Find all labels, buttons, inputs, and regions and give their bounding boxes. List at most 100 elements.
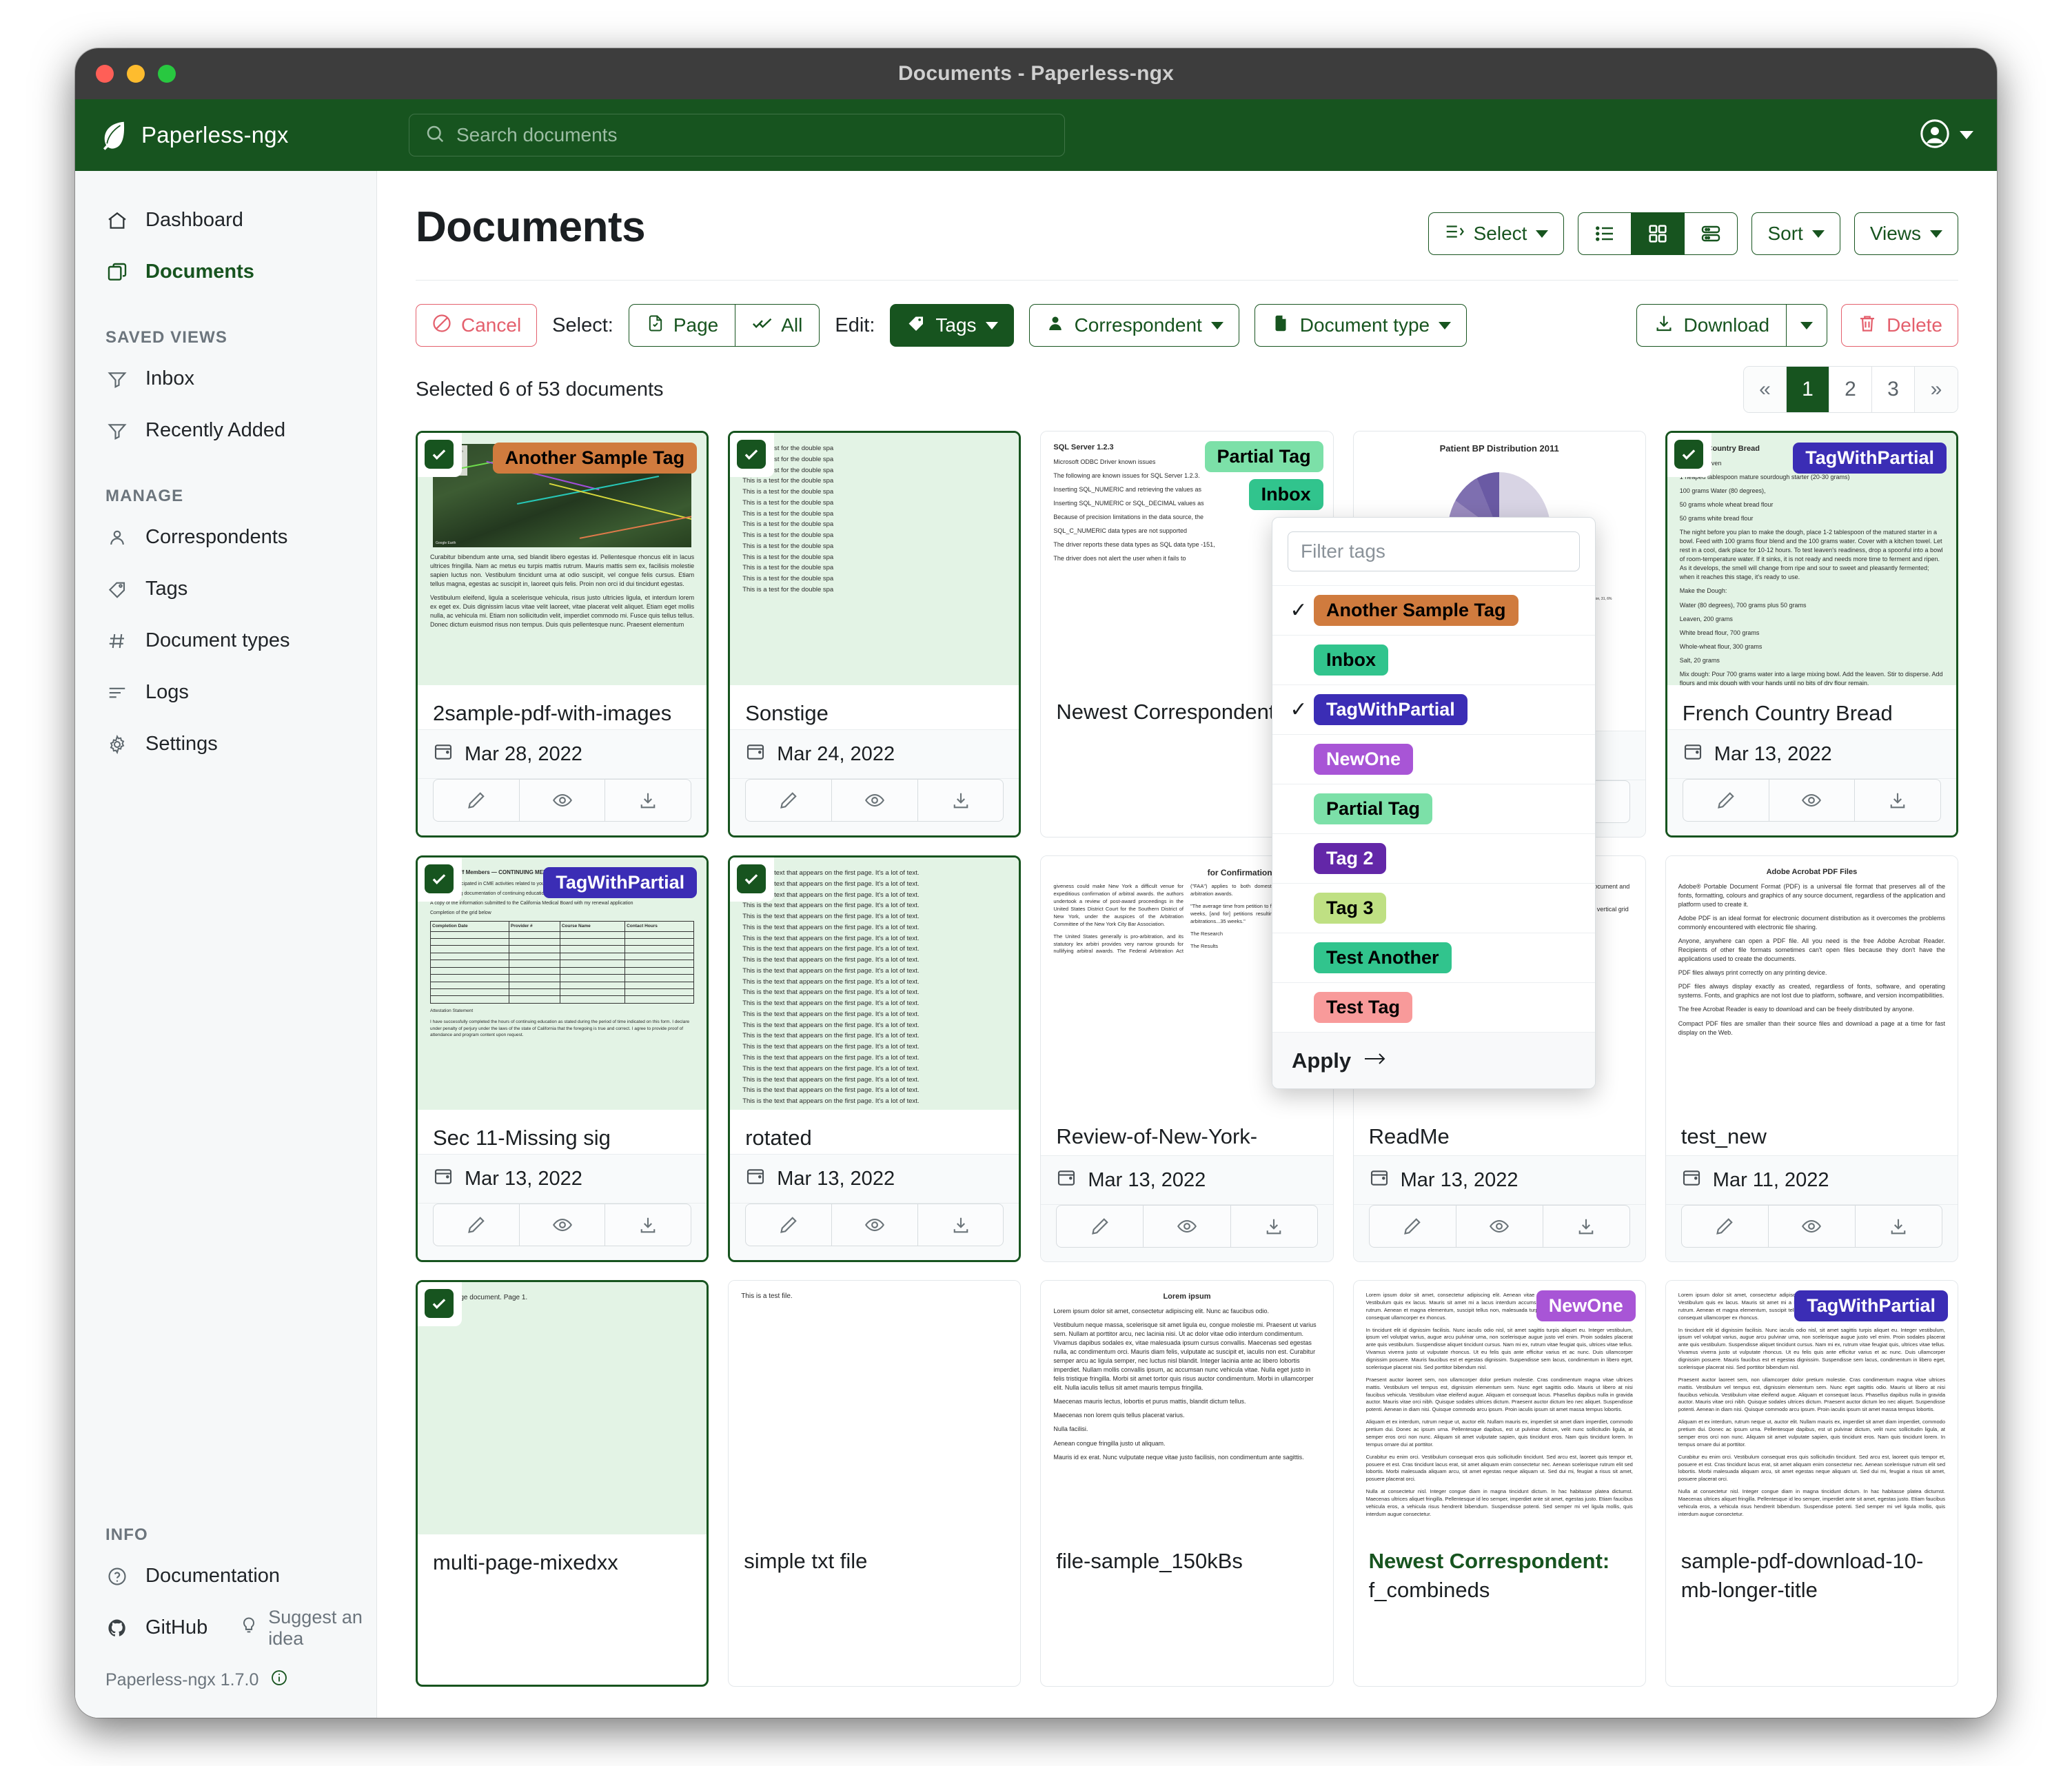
- brand[interactable]: Paperless-ngx: [99, 119, 388, 151]
- pagination-page-1[interactable]: 1: [1787, 367, 1829, 412]
- edit-button[interactable]: [1680, 1205, 1769, 1248]
- sidebar-item-correspondents[interactable]: Correspondents: [75, 511, 376, 563]
- preview-button[interactable]: [1768, 1205, 1856, 1248]
- document-correspondent[interactable]: Newest Correspondent:: [1368, 1549, 1610, 1573]
- document-card[interactable]: TagWithPartial Medical Staff Members — CO…: [416, 855, 709, 1262]
- cancel-button[interactable]: Cancel: [416, 304, 538, 347]
- account-menu[interactable]: [1919, 118, 1973, 153]
- selection-checkbox[interactable]: [730, 433, 775, 477]
- edit-button[interactable]: [1368, 1205, 1456, 1248]
- tag-pill[interactable]: Inbox: [1248, 479, 1323, 511]
- document-card[interactable]: a multi page document. Page 1. multi-page…: [416, 1280, 709, 1687]
- download-button[interactable]: [1855, 779, 1941, 822]
- edit-button[interactable]: [433, 1204, 520, 1246]
- select-scope-group[interactable]: Page All: [628, 304, 820, 347]
- preview-button[interactable]: [1769, 779, 1856, 822]
- preview-button[interactable]: [1456, 1205, 1543, 1248]
- suggest-an-idea-link[interactable]: Suggest an idea: [239, 1607, 376, 1650]
- document-card[interactable]: This is a test for the double spa This is…: [728, 431, 1022, 838]
- select-dropdown-button[interactable]: Select: [1428, 212, 1565, 255]
- document-card[interactable]: NewOne Lorem ipsum dolor sit amet, consec…: [1352, 1280, 1646, 1687]
- document-thumbnail[interactable]: This is a test file.: [729, 1281, 1021, 1533]
- document-thumbnail[interactable]: TagWithPartial Lorem ipsum dolor sit amet…: [1665, 1281, 1958, 1533]
- tag-option[interactable]: Partial Tag: [1272, 784, 1595, 833]
- download-options-toggle[interactable]: [1786, 304, 1828, 347]
- sidebar-item-settings[interactable]: Settings: [75, 718, 376, 770]
- document-title[interactable]: Review-of-New-York-Federal-Petitions-art…: [1041, 1108, 1332, 1155]
- sidebar-item-dashboard[interactable]: Dashboard: [75, 194, 376, 246]
- document-thumbnail[interactable]: Adobe Acrobat PDF Files Adobe® Portable D…: [1665, 856, 1958, 1108]
- tags-dropdown-menu[interactable]: Filter tags ✓ Another Sample Tag Inbox ✓ Tag…: [1272, 517, 1596, 1089]
- document-title[interactable]: Sonstige ScanPC224_081058: [730, 685, 1019, 729]
- sort-dropdown-button[interactable]: Sort: [1751, 212, 1840, 255]
- sidebar-item-label[interactable]: GitHub: [145, 1616, 208, 1638]
- selection-checkbox[interactable]: [418, 1282, 462, 1326]
- document-title[interactable]: French Country Bread Revised.docx: [1667, 685, 1956, 729]
- tag-pill[interactable]: Another Sample Tag: [492, 443, 698, 474]
- document-thumbnail[interactable]: This is a test for the double spa This is…: [730, 433, 1019, 685]
- document-title[interactable]: file-sample_150kBs: [1041, 1533, 1332, 1686]
- edit-button[interactable]: [1682, 779, 1769, 822]
- correspondent-dropdown-button[interactable]: Correspondent: [1028, 304, 1239, 347]
- tag-pill[interactable]: Partial Tag: [1204, 441, 1323, 473]
- view-mode-list[interactable]: [1578, 213, 1632, 254]
- preview-button[interactable]: [519, 779, 606, 822]
- tag-pill[interactable]: TagWithPartial: [1793, 443, 1947, 474]
- pagination-prev[interactable]: «: [1744, 367, 1787, 412]
- pagination-page-2[interactable]: 2: [1829, 367, 1872, 412]
- views-dropdown-button[interactable]: Views: [1853, 212, 1958, 255]
- document-thumbnail[interactable]: This is the text that appears on the fir…: [730, 857, 1019, 1110]
- document-title[interactable]: Newest Correspondent:: [1041, 684, 1332, 837]
- document-thumbnail[interactable]: Lorem ipsum Lorem ipsum dolor sit amet, c…: [1041, 1281, 1333, 1533]
- preview-button[interactable]: [831, 779, 918, 822]
- tag-pill[interactable]: NewOne: [1536, 1290, 1636, 1322]
- pagination[interactable]: « 1 2 3 »: [1743, 366, 1958, 413]
- tag-option[interactable]: ✓ TagWithPartial: [1272, 684, 1595, 734]
- tag-option[interactable]: Inbox: [1272, 635, 1595, 684]
- document-thumbnail[interactable]: a multi page document. Page 1.: [418, 1282, 707, 1534]
- pagination-next[interactable]: »: [1915, 367, 1958, 412]
- document-title[interactable]: simple txt file: [729, 1533, 1020, 1686]
- filter-tags-input[interactable]: Filter tags: [1288, 531, 1580, 571]
- minimize-button[interactable]: [127, 65, 145, 83]
- download-button[interactable]: [605, 1204, 692, 1246]
- view-mode-toggle[interactable]: [1578, 212, 1738, 255]
- document-type-dropdown-button[interactable]: Document type: [1254, 304, 1467, 347]
- info-circle-icon[interactable]: [270, 1669, 288, 1692]
- document-card[interactable]: Adobe Acrobat PDF Files Adobe® Portable D…: [1665, 855, 1958, 1262]
- download-button[interactable]: [1543, 1205, 1630, 1248]
- selection-checkbox[interactable]: [1667, 433, 1712, 477]
- download-button[interactable]: [917, 1204, 1004, 1246]
- tag-option[interactable]: Test Another: [1272, 933, 1595, 982]
- preview-button[interactable]: [519, 1204, 606, 1246]
- tag-option[interactable]: Test Tag: [1272, 982, 1595, 1032]
- document-title[interactable]: rotated: [730, 1110, 1019, 1154]
- sidebar-item-documentation[interactable]: Documentation: [75, 1550, 376, 1602]
- document-title[interactable]: 2sample-pdf-with-images: [418, 685, 707, 729]
- download-split-button[interactable]: Download: [1636, 304, 1828, 347]
- download-button[interactable]: [605, 779, 692, 822]
- document-thumbnail[interactable]: Another Sample TagBoundary Waters Trip L…: [418, 433, 707, 685]
- sidebar-item-documents[interactable]: Documents: [75, 246, 376, 298]
- sidebar-item-tags[interactable]: Tags: [75, 563, 376, 615]
- document-card[interactable]: This is a test file. simple txt file: [728, 1280, 1022, 1687]
- document-title[interactable]: Sec 11-Missing sig: [418, 1110, 707, 1154]
- preview-button[interactable]: [831, 1204, 918, 1246]
- document-title[interactable]: test_new: [1666, 1108, 1958, 1155]
- preview-button[interactable]: [1144, 1205, 1231, 1248]
- tags-dropdown-button[interactable]: Tags: [890, 304, 1014, 347]
- download-button[interactable]: Download: [1636, 304, 1787, 347]
- delete-button[interactable]: Delete: [1841, 304, 1958, 347]
- download-button[interactable]: [1855, 1205, 1942, 1248]
- search-input[interactable]: Search documents: [409, 114, 1065, 156]
- document-thumbnail[interactable]: NewOne Lorem ipsum dolor sit amet, consec…: [1353, 1281, 1645, 1533]
- select-page-button[interactable]: Page: [629, 305, 736, 346]
- selection-checkbox[interactable]: [418, 433, 462, 477]
- edit-button[interactable]: [433, 779, 520, 822]
- pagination-page-3[interactable]: 3: [1872, 367, 1915, 412]
- tag-option[interactable]: Tag 2: [1272, 833, 1595, 883]
- window-traffic-lights[interactable]: [96, 65, 176, 83]
- apply-tags-button[interactable]: Apply: [1272, 1032, 1595, 1088]
